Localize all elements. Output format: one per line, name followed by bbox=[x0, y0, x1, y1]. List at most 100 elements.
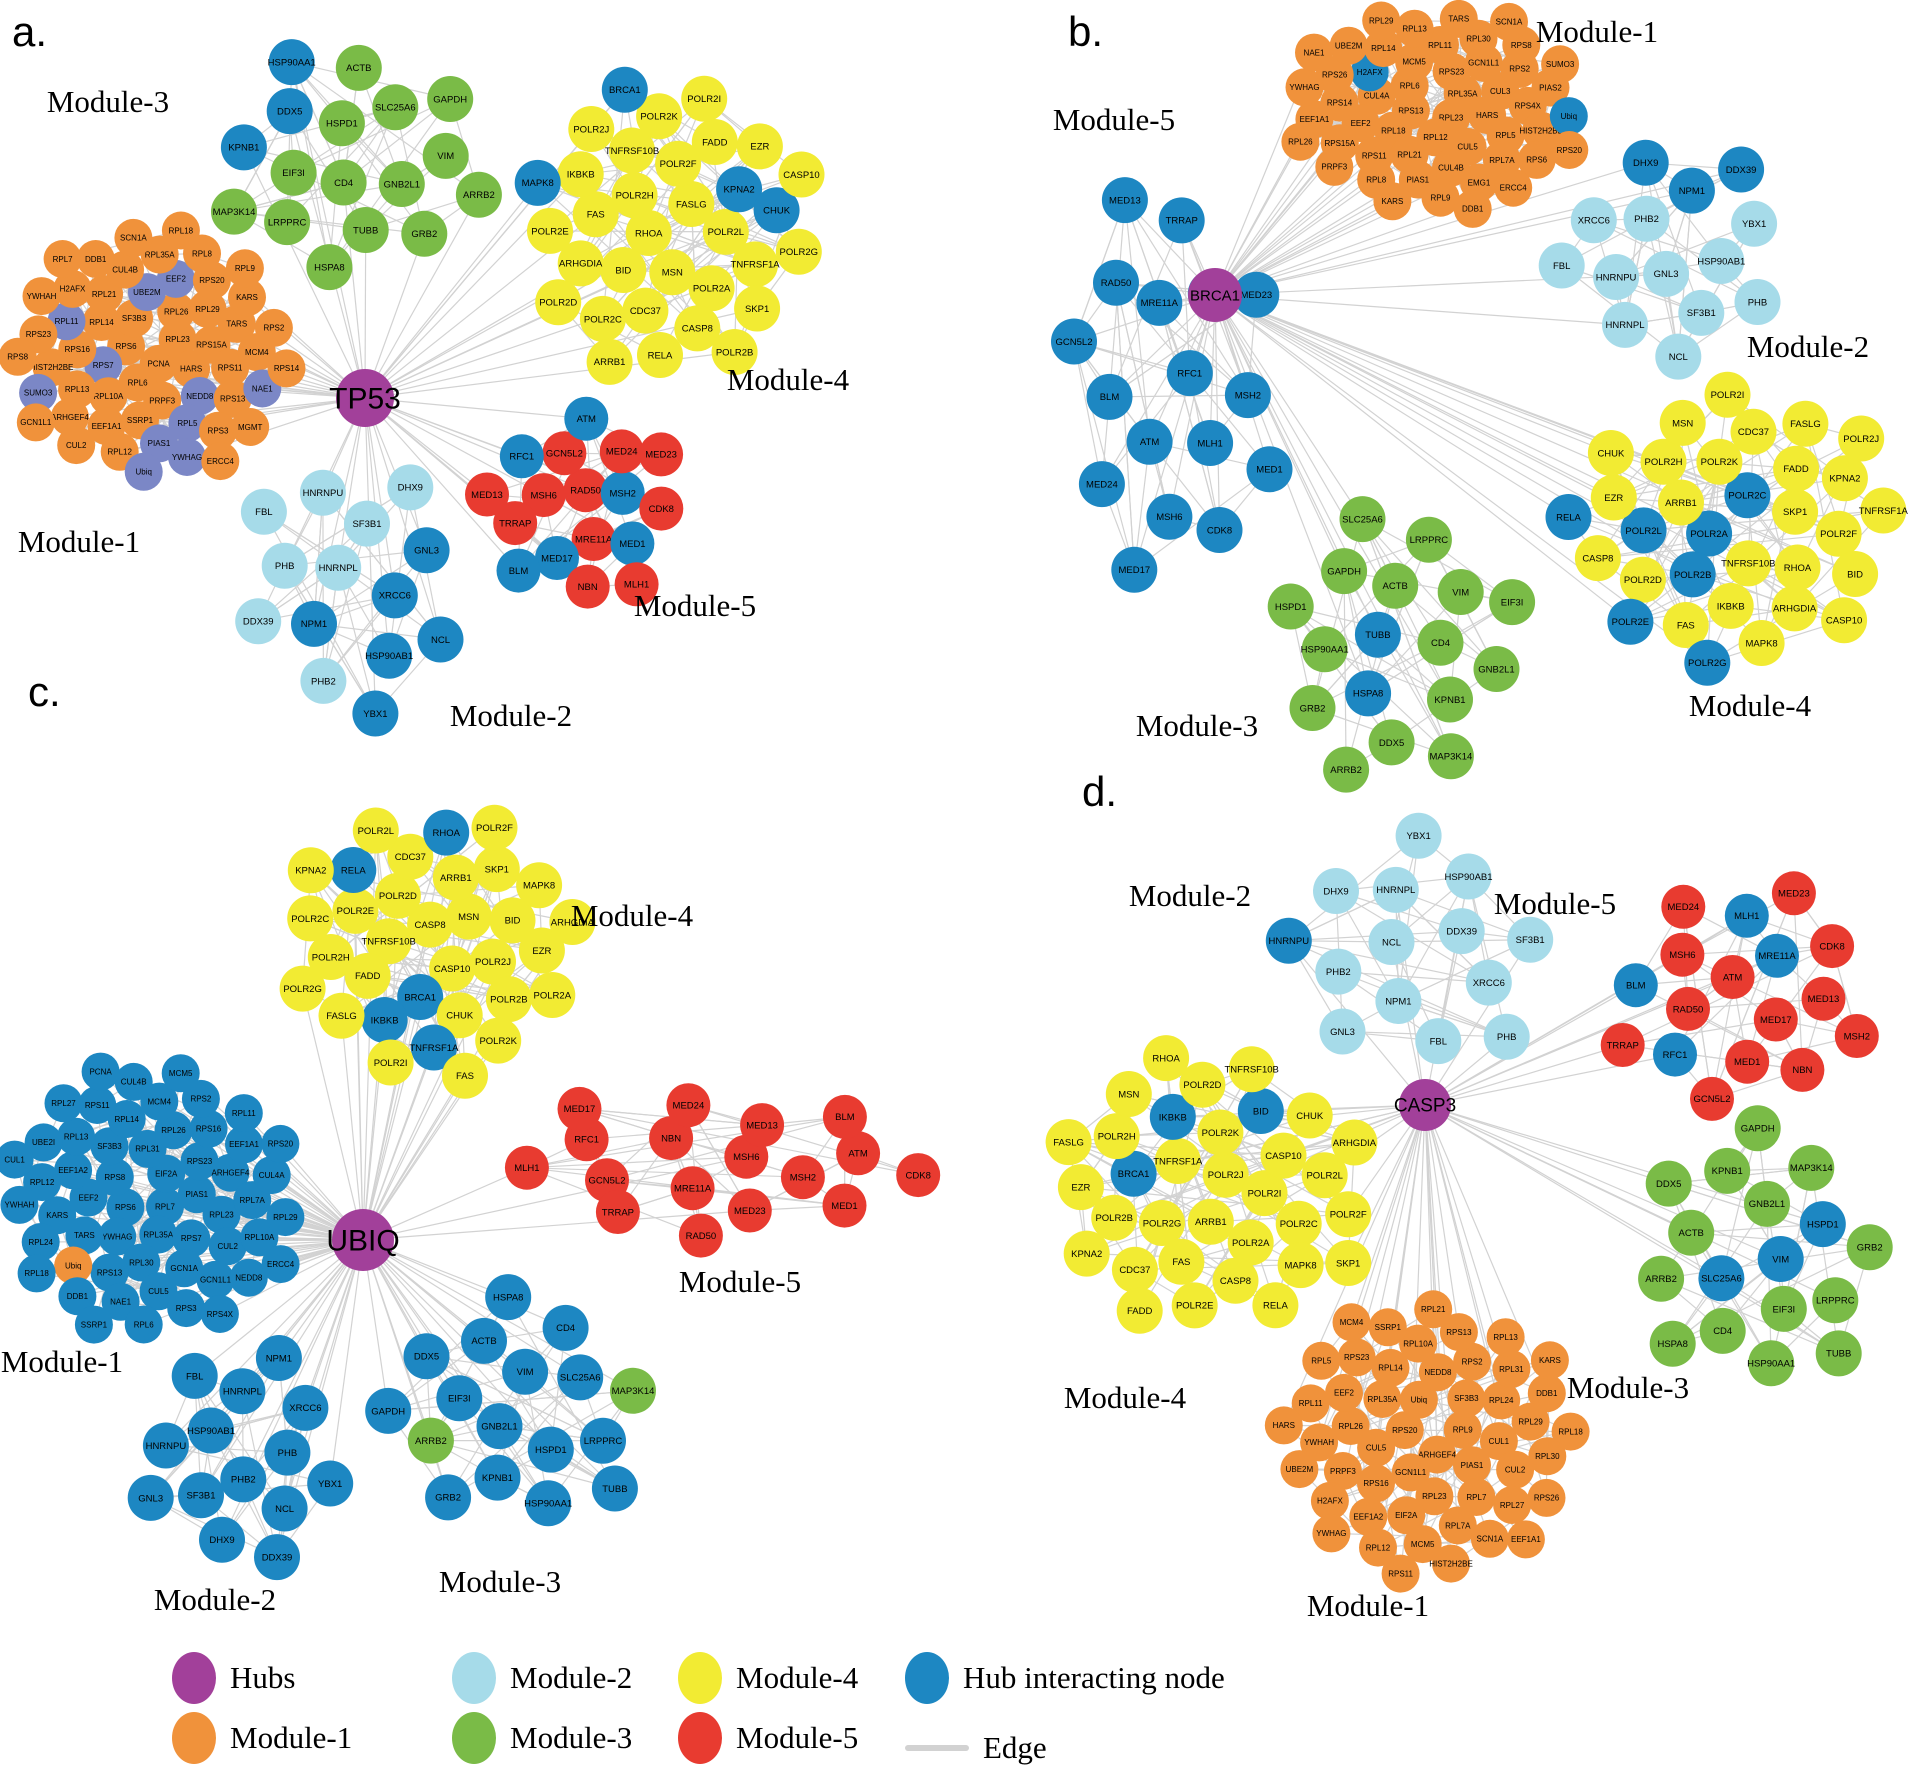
node-label: MED13 bbox=[1808, 994, 1840, 1005]
node-label: IKBKB bbox=[1159, 1112, 1187, 1123]
node-label: DDX5 bbox=[277, 107, 302, 118]
node-label: SLC25A6 bbox=[560, 1373, 601, 1384]
node-label: UBE2I bbox=[32, 1138, 55, 1147]
node-label: HNRNPL bbox=[1605, 320, 1644, 331]
node-label: RPS7 bbox=[93, 361, 114, 370]
node-label: RPL7A bbox=[1489, 156, 1515, 165]
node-label: POLR2G bbox=[1143, 1218, 1182, 1229]
node-MSH6 bbox=[1146, 493, 1193, 540]
node-label: VIM bbox=[437, 151, 454, 162]
node-GRB2 bbox=[425, 1474, 472, 1521]
hub-label: CASP3 bbox=[1394, 1096, 1456, 1117]
node-RPL7A bbox=[1438, 1506, 1477, 1545]
node-FAS bbox=[1662, 602, 1709, 648]
node-EEF1A2 bbox=[54, 1151, 93, 1190]
node-SF3B3 bbox=[1447, 1379, 1486, 1418]
node-label: MED17 bbox=[564, 1104, 596, 1115]
node-KARS bbox=[1373, 182, 1412, 221]
node-FAS bbox=[1158, 1238, 1205, 1285]
node-SLC25A6 bbox=[557, 1354, 604, 1401]
node-label: POLR2A bbox=[534, 990, 572, 1001]
node-label: ARRB1 bbox=[594, 357, 626, 368]
node-label: RPS6 bbox=[116, 342, 137, 351]
node-label: ARRB2 bbox=[415, 1436, 447, 1447]
node-label: ARRB2 bbox=[463, 190, 495, 201]
node-label: PHB bbox=[1497, 1032, 1517, 1043]
node-RHOA bbox=[1143, 1035, 1190, 1082]
hub-edge bbox=[340, 1015, 364, 1241]
node-POLR2L bbox=[1301, 1152, 1348, 1199]
node-label: ARHGEF4 bbox=[212, 1169, 250, 1178]
node-label: YWHAG bbox=[172, 453, 202, 462]
node-NAE1 bbox=[1295, 33, 1333, 72]
edge bbox=[1622, 1018, 1776, 1046]
node-label: PCNA bbox=[147, 360, 170, 369]
hub-edge bbox=[1214, 294, 1451, 700]
node-BID bbox=[1237, 1088, 1284, 1134]
edge bbox=[257, 523, 368, 622]
node-label: TARS bbox=[226, 320, 247, 329]
node-label: RPL35A bbox=[1448, 90, 1478, 99]
node-label: POLR2I bbox=[1248, 1189, 1282, 1200]
node-label: IKBKB bbox=[371, 1015, 399, 1026]
node-label: CHUK bbox=[763, 206, 791, 217]
node-HNRNPL bbox=[315, 544, 362, 591]
node-label: DDX39 bbox=[1446, 926, 1477, 937]
edge bbox=[1115, 282, 1170, 517]
node-TNFRSF1A bbox=[732, 241, 779, 288]
node-label: HSPA8 bbox=[1353, 689, 1383, 700]
node-label: YBX1 bbox=[363, 709, 387, 720]
node-RPS4X bbox=[200, 1295, 239, 1333]
hub-edge bbox=[313, 397, 366, 625]
node-POLR2L bbox=[702, 208, 749, 255]
module-label: Module-5 bbox=[1053, 102, 1175, 137]
node-SCN1A bbox=[114, 218, 153, 257]
node-label: RPL18 bbox=[24, 1269, 49, 1278]
node-POLR2I bbox=[1704, 371, 1751, 418]
node-label: RPS23 bbox=[1344, 1353, 1370, 1362]
node-label: POLR2H bbox=[1644, 457, 1682, 468]
node-Ubiq bbox=[124, 452, 163, 491]
node-label: SCN1A bbox=[1496, 18, 1523, 27]
node-RPL30 bbox=[122, 1243, 161, 1282]
node-label: POLR2J bbox=[1208, 1170, 1244, 1181]
node-label: RELA bbox=[648, 350, 673, 361]
edge bbox=[1109, 394, 1248, 398]
edge bbox=[430, 1440, 616, 1490]
hub-edge bbox=[1214, 294, 1796, 513]
node-label: PHB bbox=[1748, 297, 1768, 308]
node-label: DDX39 bbox=[262, 1552, 293, 1563]
node-POLR2L bbox=[352, 807, 399, 854]
node-VIM bbox=[1437, 569, 1484, 615]
node-XRCC6 bbox=[1465, 959, 1512, 1006]
edge bbox=[1115, 282, 1135, 570]
node-label: GRB2 bbox=[411, 229, 437, 240]
node-label: EZR bbox=[1604, 493, 1623, 504]
node-PHB2 bbox=[300, 657, 347, 704]
node-label: TARS bbox=[74, 1231, 95, 1240]
node-label: KARS bbox=[236, 293, 258, 302]
node-label: RHOA bbox=[1784, 563, 1812, 574]
node-label: POLR2G bbox=[1688, 658, 1727, 669]
node-LRPPRC bbox=[1812, 1277, 1859, 1324]
node-POLR2H bbox=[611, 172, 658, 219]
node-label: FASLG bbox=[1053, 1137, 1084, 1148]
hub-edge bbox=[362, 1239, 549, 1504]
node-POLR2K bbox=[475, 1017, 522, 1064]
edge bbox=[322, 549, 428, 682]
node-label: BLM bbox=[1626, 981, 1646, 992]
node-label: RPL13 bbox=[1402, 25, 1427, 34]
node-label: PRPF3 bbox=[149, 396, 175, 405]
node-POLR2G bbox=[279, 965, 326, 1012]
node-label: FASLG bbox=[1790, 419, 1821, 430]
node-YWHAH bbox=[1300, 1423, 1339, 1462]
node-POLR2J bbox=[470, 938, 516, 985]
edge bbox=[1073, 341, 1135, 570]
node-label: CUL4B bbox=[1438, 164, 1464, 173]
node-label: YWHAG bbox=[102, 1232, 132, 1241]
node-label: POLR2D bbox=[1624, 575, 1662, 586]
edge bbox=[1615, 223, 1755, 278]
node-YWHAG bbox=[1285, 68, 1324, 107]
edge bbox=[1635, 984, 1803, 1071]
node-label: SF3B1 bbox=[186, 1491, 215, 1502]
